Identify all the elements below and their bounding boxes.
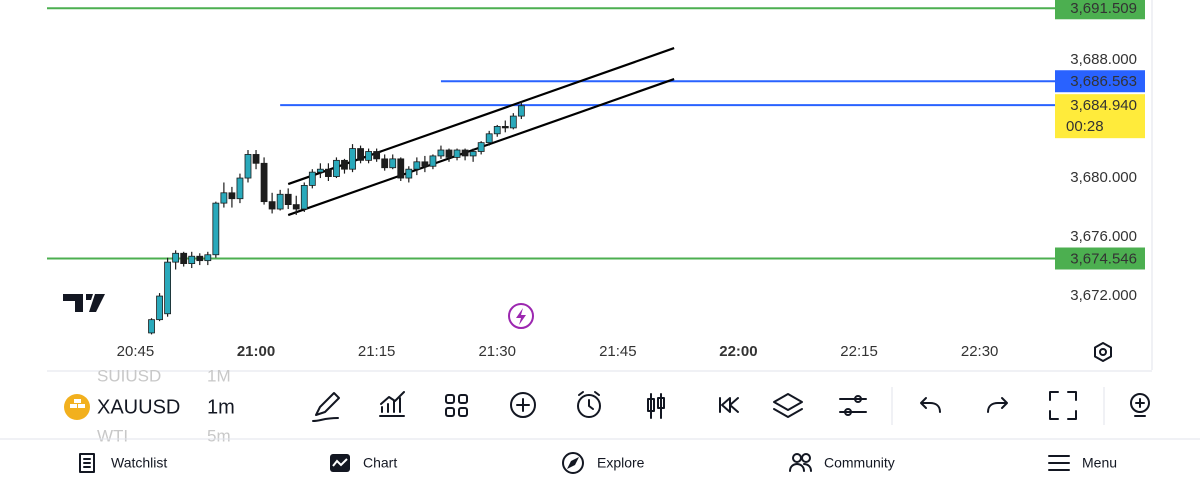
toolbar-icons bbox=[312, 387, 1150, 425]
candle-body bbox=[148, 319, 155, 334]
y-tick-label: 3,676.000 bbox=[1070, 228, 1137, 245]
prev-interval: 1M bbox=[207, 366, 231, 385]
tv-logo bbox=[63, 294, 105, 312]
candle-body bbox=[445, 149, 453, 158]
candle-body bbox=[204, 254, 212, 262]
candle-body bbox=[252, 154, 260, 164]
price-label: 3,686.563 bbox=[1070, 73, 1137, 90]
nav-item[interactable]: Watchlist bbox=[111, 455, 167, 471]
candle-body bbox=[308, 171, 316, 186]
x-tick-label: 22:00 bbox=[719, 343, 757, 360]
x-tick-label: 22:30 bbox=[961, 343, 999, 360]
interval[interactable]: 1m bbox=[207, 396, 235, 418]
y-tick-label: 3,688.000 bbox=[1070, 51, 1137, 68]
nav-item[interactable]: Explore bbox=[597, 455, 645, 471]
candle-body bbox=[276, 193, 284, 210]
candle-body bbox=[373, 151, 381, 160]
candle-body bbox=[357, 148, 364, 161]
price-label-box bbox=[1055, 70, 1145, 93]
candle-body bbox=[333, 159, 340, 177]
x-tick-label: 21:45 bbox=[599, 343, 637, 360]
x-tick-label: 21:00 bbox=[237, 343, 275, 360]
candle-body bbox=[349, 148, 356, 170]
candle-body bbox=[397, 158, 405, 179]
candle-body bbox=[292, 204, 300, 210]
candle-body bbox=[381, 158, 389, 169]
nav-item[interactable]: Community bbox=[824, 455, 895, 471]
candle-body bbox=[172, 252, 180, 263]
candle-body bbox=[196, 255, 204, 262]
x-tick-label: 21:15 bbox=[358, 343, 396, 360]
candle-body bbox=[260, 162, 268, 203]
prev-symbol: SUIUSD bbox=[97, 366, 161, 385]
price-label-box bbox=[1055, 247, 1145, 270]
price-label-box bbox=[1055, 94, 1145, 139]
next-symbol: WTI bbox=[97, 426, 128, 445]
price-label-box bbox=[1055, 0, 1145, 20]
candle-body bbox=[324, 168, 332, 177]
nav-item[interactable]: Chart bbox=[363, 455, 397, 471]
candle-body bbox=[164, 261, 172, 315]
candle-body bbox=[413, 161, 421, 170]
candle-body bbox=[316, 168, 324, 173]
symbol-icon bbox=[64, 394, 90, 420]
candle-body bbox=[493, 126, 501, 135]
candle-body bbox=[156, 295, 163, 321]
candle-body bbox=[212, 202, 220, 256]
candle-body bbox=[244, 154, 252, 179]
candle-body bbox=[437, 149, 445, 157]
candle-body bbox=[509, 115, 517, 129]
candle-body bbox=[300, 185, 308, 210]
price-label: 3,684.940 bbox=[1070, 97, 1137, 114]
candle-body bbox=[180, 252, 188, 265]
candle-body bbox=[389, 158, 397, 169]
candle-body bbox=[236, 177, 244, 200]
next-interval: 5m bbox=[207, 426, 231, 445]
y-tick-label: 3,680.000 bbox=[1070, 169, 1137, 186]
nav-item[interactable]: Menu bbox=[1082, 455, 1117, 471]
price-label: 3,674.546 bbox=[1070, 250, 1137, 267]
symbol[interactable]: XAUUSD bbox=[97, 396, 180, 418]
candle-body bbox=[501, 126, 509, 129]
settings-button[interactable] bbox=[1094, 342, 1112, 362]
candle-body bbox=[517, 105, 525, 117]
candle-body bbox=[477, 142, 485, 152]
countdown: 00:28 bbox=[1066, 118, 1104, 135]
lightning-button[interactable] bbox=[508, 303, 534, 329]
nav-icons bbox=[79, 452, 1070, 474]
candle-body bbox=[268, 201, 276, 210]
candle-body bbox=[188, 255, 196, 265]
candle-body bbox=[421, 161, 429, 167]
x-tick-label: 22:15 bbox=[840, 343, 878, 360]
price-label: 3,691.509 bbox=[1070, 0, 1137, 17]
candle-body bbox=[228, 192, 236, 200]
candle-body bbox=[453, 149, 461, 158]
candle-body bbox=[284, 193, 292, 205]
x-tick-label: 21:30 bbox=[478, 343, 516, 360]
candle-body bbox=[365, 151, 373, 161]
candle-body bbox=[405, 168, 413, 179]
candle-body bbox=[461, 149, 469, 157]
candle-body bbox=[485, 133, 493, 144]
x-tick-label: 20:45 bbox=[117, 343, 155, 360]
candle-body bbox=[220, 192, 228, 204]
candle-body bbox=[341, 159, 348, 170]
candle-body bbox=[429, 155, 437, 167]
candle-body bbox=[469, 151, 477, 157]
plot bbox=[47, 7, 1055, 335]
y-tick-label: 3,672.000 bbox=[1070, 287, 1137, 304]
